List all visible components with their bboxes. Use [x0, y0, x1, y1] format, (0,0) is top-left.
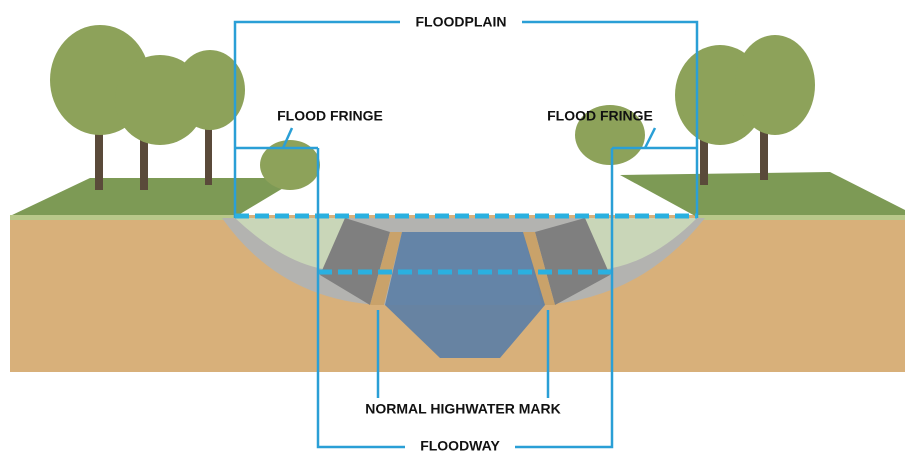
flood-fringe-label: FLOOD FRINGE — [547, 108, 653, 124]
flood-fringe-label: FLOOD FRINGE — [277, 108, 383, 124]
floodplain-diagram: FLOODPLAIN FLOOD FRINGE FLOOD FRINGE FLO… — [0, 0, 905, 454]
right-edge — [697, 215, 905, 220]
floodway-label: FLOODWAY — [420, 438, 500, 454]
highwater-label: NORMAL HIGHWATER MARK — [365, 401, 560, 417]
left-ground — [10, 178, 300, 217]
trees — [50, 25, 815, 190]
leader-line — [645, 128, 655, 148]
left-edge — [10, 215, 235, 220]
floodplain-label: FLOODPLAIN — [416, 14, 507, 30]
